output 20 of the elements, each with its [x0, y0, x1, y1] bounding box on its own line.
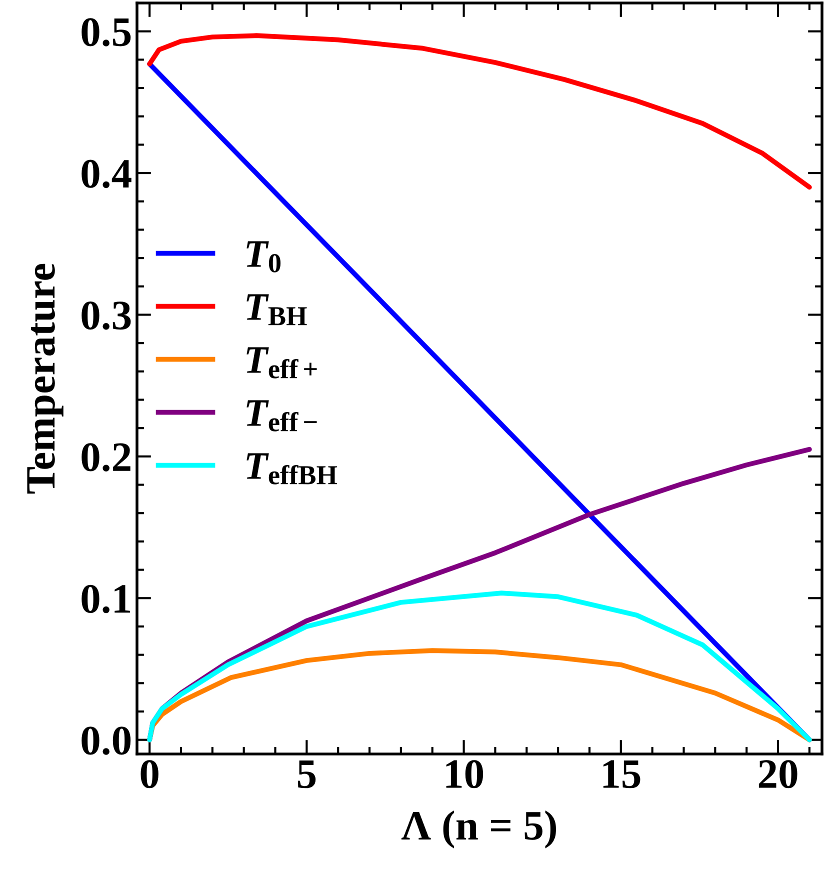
- line-series: [147, 590, 812, 742]
- legend-label: T$_{eff+}$: [246, 347, 317, 378]
- y-tick-label: 0.2: [82, 443, 130, 472]
- y-tick-label: 0.3: [82, 301, 131, 330]
- legend-label: T$_{0}$: [246, 241, 280, 272]
- legend-label: T$_{eff−}$: [246, 400, 317, 432]
- y-tick-label: 0.4: [82, 160, 132, 188]
- x-tick-label: 0: [140, 760, 158, 788]
- line-series: [147, 33, 812, 190]
- legend-label: T$_{effBH}$: [246, 453, 338, 484]
- y-tick-label: 0.1: [82, 584, 130, 614]
- y-axis-title: Temperature: [27, 264, 64, 494]
- x-tick-label: 20: [758, 760, 798, 788]
- legend-label: T$_{BH}$: [246, 294, 307, 326]
- y-tick-label: 0.5: [82, 18, 131, 46]
- x-axis-title: Λ (n = 5): [401, 810, 556, 848]
- x-tick-label: 5: [298, 760, 316, 788]
- y-tick-label: 0.0: [82, 726, 131, 755]
- x-tick-label: 10: [446, 760, 484, 788]
- x-tick-label: 15: [603, 760, 640, 788]
